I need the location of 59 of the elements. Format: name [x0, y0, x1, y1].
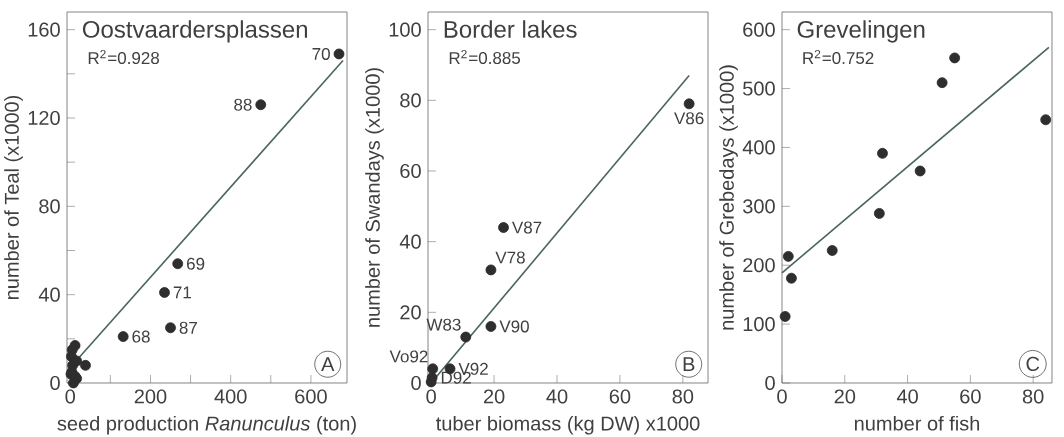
y-axis-title: number of Grebedays (x1000)	[719, 65, 738, 330]
x-axis-title: tuber biomass (kg DW) x1000	[436, 415, 700, 435]
annotation: C	[1026, 356, 1040, 371]
annotation: V90	[499, 320, 529, 333]
y-tick-label: 300	[742, 199, 775, 214]
y-tick-label: 20	[400, 305, 421, 320]
annotation: 87	[179, 321, 197, 334]
x-tick-label: 40	[546, 389, 568, 404]
x-tick-label: 200	[134, 389, 167, 404]
y-tick-label: 0	[50, 375, 60, 391]
x-tick-label: 20	[483, 389, 505, 404]
y-tick-label: 160	[28, 22, 60, 37]
annotation: V86	[674, 112, 704, 125]
annotation: V78	[495, 251, 525, 264]
y-axis-title: number of Teal (x1000)	[4, 95, 23, 299]
x-tick-label: 80	[1022, 389, 1044, 404]
y-tick-label: 60	[400, 163, 421, 179]
annotation: W83	[426, 318, 461, 331]
y-tick-label: 40	[38, 287, 60, 302]
chart-title: Border lakes	[444, 20, 577, 38]
y-tick-label: 400	[742, 140, 775, 155]
annotation: 69	[187, 257, 205, 270]
y-axis-title: number of Swandays (x1000)	[365, 68, 384, 327]
y-tick-label: 100	[743, 317, 775, 332]
y-tick-label: 0	[411, 375, 421, 391]
x-tick-label: 0	[65, 389, 76, 404]
annotation: R$^{2}$=0.752	[803, 49, 874, 65]
annotation: A	[321, 357, 335, 372]
annotation: R$^{2}$=0.928	[88, 49, 160, 65]
x-tick-label: 80	[672, 389, 694, 404]
annotation: R$^{2}$=0.885	[449, 49, 521, 65]
x-tick-label: 600	[295, 389, 327, 404]
y-tick-label: 200	[743, 258, 775, 273]
y-tick-label: 40	[399, 234, 421, 249]
x-tick-label: 0	[426, 389, 436, 404]
x-tick-label: 0	[777, 389, 787, 404]
y-tick-label: 500	[743, 81, 775, 96]
x-tick-label: 400	[214, 389, 247, 404]
y-tick-label: 80	[39, 199, 60, 214]
y-tick-label: 600	[743, 22, 775, 37]
x-tick-label: 60	[609, 389, 631, 404]
annotation: 68	[132, 330, 150, 343]
x-axis-title: number of fish	[854, 415, 980, 431]
chart-title: Grevelingen	[797, 20, 925, 43]
annotation: 88	[234, 98, 252, 111]
x-tick-label: 40	[896, 389, 918, 404]
annotation: 71	[173, 286, 191, 299]
annotation: B	[683, 357, 695, 372]
x-tick-label: 60	[960, 389, 981, 404]
annotation: 70	[312, 47, 330, 60]
y-tick-label: 120	[28, 110, 60, 126]
x-axis-title: seed production Ranunculus (ton)	[57, 415, 356, 435]
y-tick-label: 0	[765, 375, 775, 391]
chart-title: Oostvaardersplassen	[82, 20, 308, 43]
x-tick-label: 20	[834, 389, 856, 404]
y-tick-label: 80	[400, 93, 421, 108]
annotation: V87	[511, 221, 542, 234]
annotation: Vo92	[389, 350, 428, 363]
y-tick-label: 100	[389, 22, 421, 37]
